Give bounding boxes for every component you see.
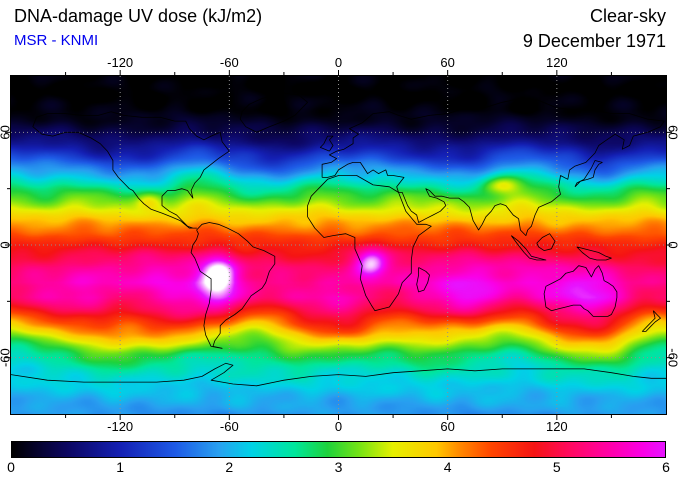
x-tick-label-top: 0	[335, 55, 342, 70]
date-label: 9 December 1971	[522, 31, 666, 51]
colorbar-tick-label: 5	[552, 459, 561, 475]
y-tick-label-right: -60	[666, 348, 678, 367]
x-tick-label-bottom: -60	[220, 419, 239, 434]
header-left: DNA-damage UV dose (kJ/m2) MSR - KNMI	[14, 5, 262, 50]
x-tick-label-top: 120	[546, 55, 568, 70]
colorbar-tick-label: 0	[7, 459, 15, 475]
colorbar-tick-labels: 0 1 2 3 4 5 6	[0, 459, 678, 477]
x-tick-label-bottom: 0	[335, 419, 342, 434]
colorbar-tick-label: 3	[334, 459, 343, 475]
x-tick-label-bottom: 60	[440, 419, 454, 434]
header-right: Clear-sky 9 December 1971	[523, 5, 666, 52]
colorbar	[11, 441, 666, 458]
sky-condition-label: Clear-sky	[589, 6, 666, 26]
y-tick-label-right: 0	[666, 241, 678, 248]
y-tick-label-right: 60	[666, 125, 678, 139]
uv-dose-heatmap-canvas	[11, 76, 666, 414]
x-tick-label-top: -60	[220, 55, 239, 70]
x-tick-label-top: -120	[107, 55, 133, 70]
data-source-label: MSR - KNMI	[14, 32, 99, 49]
page-title: DNA-damage UV dose (kJ/m2)	[14, 6, 263, 26]
x-tick-label-bottom: 120	[546, 419, 568, 434]
x-tick-label-top: 60	[440, 55, 454, 70]
colorbar-tick-label: 4	[443, 459, 452, 475]
colorbar-tick-label: 6	[662, 459, 670, 475]
x-tick-label-bottom: -120	[107, 419, 133, 434]
colorbar-tick-label: 1	[116, 459, 125, 475]
colorbar-tick-label: 2	[225, 459, 234, 475]
